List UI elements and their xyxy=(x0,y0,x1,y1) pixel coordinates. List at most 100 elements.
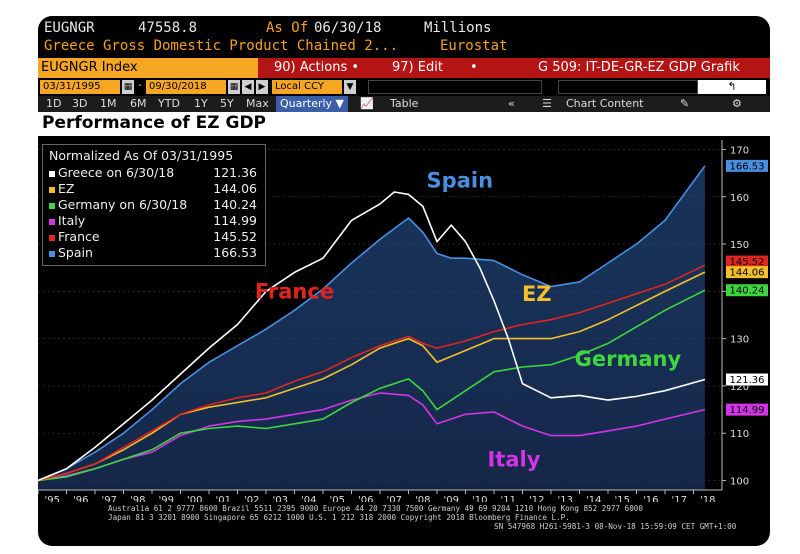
collapse-icon[interactable]: « xyxy=(508,97,515,110)
series-line-germany[interactable] xyxy=(38,289,706,482)
index-field[interactable]: EUGNGR Index xyxy=(38,58,258,78)
last-value-text-spain: 166.53 xyxy=(730,161,765,172)
period-max[interactable]: Max xyxy=(246,97,269,110)
series-line-greece[interactable] xyxy=(38,191,706,482)
legend-value: 144.06 xyxy=(213,181,257,196)
x-tick-label: '12 xyxy=(529,495,544,502)
x-tick-label: '05 xyxy=(330,495,345,502)
x-tick-label: '98 xyxy=(130,495,145,502)
x-tick-label: '03 xyxy=(273,495,288,502)
legend-item-germany[interactable]: Germany on 6/30/18 140.24 xyxy=(49,197,261,213)
last-value-text-greece: 121.36 xyxy=(730,375,765,386)
return-arrow-icon[interactable]: ↰ xyxy=(698,80,766,94)
legend-item-france[interactable]: France 145.52 xyxy=(49,229,261,245)
period-ytd[interactable]: YTD xyxy=(158,97,180,110)
x-tick-label: '18 xyxy=(700,495,715,502)
legend-swatch xyxy=(49,219,55,225)
series-line-ez[interactable] xyxy=(38,271,706,482)
footer: Australia 61 2 9777 8600 Brazil 5511 239… xyxy=(38,502,770,546)
x-tick-label: '07 xyxy=(387,495,402,502)
period-1y[interactable]: 1Y xyxy=(194,97,208,110)
actions-menu[interactable]: 90) Actions • xyxy=(274,60,360,75)
x-tick-label: '11 xyxy=(501,495,516,502)
x-tick-label: '97 xyxy=(102,495,117,502)
date-range-row: 03/31/1995 ▦ - 09/30/2018 ▦ ◀ ▶ Local CC… xyxy=(38,78,770,96)
legend-swatch xyxy=(49,251,55,257)
start-date-field[interactable]: 03/31/1995 xyxy=(40,80,120,94)
y-tick-label: 130 xyxy=(730,335,749,346)
legend-label: EZ xyxy=(58,181,75,196)
legend-swatch xyxy=(49,187,55,193)
chart-settings-icon[interactable]: ☰ xyxy=(542,97,552,110)
legend-label: Spain xyxy=(58,245,93,260)
gear-icon[interactable]: ⚙ xyxy=(732,97,742,110)
last-value-text-italy: 114.99 xyxy=(730,405,765,416)
period-6m[interactable]: 6M xyxy=(130,97,147,110)
y-tick-label: 170 xyxy=(730,145,749,156)
last-value-tag-france xyxy=(726,255,768,268)
x-tick-label: '09 xyxy=(444,495,459,502)
x-tick-label: '00 xyxy=(187,495,202,502)
legend-swatch xyxy=(49,171,55,177)
legend-item-spain[interactable]: Spain 166.53 xyxy=(49,245,261,261)
legend: Normalized As Of 03/31/1995 Greece on 6/… xyxy=(42,144,266,266)
x-tick-label: '14 xyxy=(586,495,601,502)
prev-period-icon[interactable]: ◀ xyxy=(242,80,254,94)
x-tick-label: '95 xyxy=(45,495,60,502)
last-value-tag-ez xyxy=(726,266,768,279)
edit-chart-icon[interactable]: ✎ xyxy=(680,97,690,110)
annotation-germany: Germany xyxy=(575,347,682,371)
chart-content-button[interactable]: Chart Content xyxy=(566,97,644,110)
ticker: EUGNGR xyxy=(44,20,95,36)
toolbar-spacer xyxy=(558,80,698,94)
legend-label: Greece on 6/30/18 xyxy=(58,165,175,180)
x-tick-label: '08 xyxy=(415,495,430,502)
units: Millions xyxy=(424,20,492,36)
chart-title-bar: Performance of EZ GDP xyxy=(38,112,770,136)
x-tick-label: '01 xyxy=(216,495,231,502)
line-chart-icon[interactable]: 📈 xyxy=(360,97,374,110)
legend-value: 140.24 xyxy=(213,197,257,212)
edit-menu-arrow[interactable]: • xyxy=(470,60,478,75)
x-tick-label: '02 xyxy=(244,495,259,502)
legend-label: Italy xyxy=(58,213,86,228)
legend-item-ez[interactable]: EZ 144.06 xyxy=(49,181,261,197)
x-tick-label: '10 xyxy=(472,495,487,502)
period-3d[interactable]: 3D xyxy=(72,97,88,110)
series-description: Greece Gross Domestic Product Chained 2.… xyxy=(44,38,399,54)
header-row-1: EUGNGR 47558.8 As Of 06/30/18 Millions xyxy=(38,20,770,38)
currency-field[interactable]: Local CCY xyxy=(272,80,342,94)
calendar-icon[interactable]: ▦ xyxy=(122,80,134,94)
frequency-select[interactable]: Quarterly ▼ xyxy=(276,96,349,112)
next-period-icon[interactable]: ▶ xyxy=(256,80,268,94)
period-5y[interactable]: 5Y xyxy=(220,97,234,110)
annotation-italy: Italy xyxy=(487,447,540,471)
series-line-spain[interactable] xyxy=(38,165,706,482)
footer-contacts-2: Japan 81 3 3201 8900 Singapore 65 6212 1… xyxy=(108,513,570,522)
legend-header: Normalized As Of 03/31/1995 xyxy=(49,148,234,163)
legend-label: Germany on 6/30/18 xyxy=(58,197,188,212)
x-axis: '95 '96 '97 '98 '99 '00 '01 '02 '03 '04 '05 '06 '07 '… xyxy=(38,489,722,502)
x-tick-label: '06 xyxy=(358,495,373,502)
edit-menu[interactable]: 97) Edit xyxy=(392,60,443,75)
legend-item-italy[interactable]: Italy 114.99 xyxy=(49,213,261,229)
series-line-france[interactable] xyxy=(38,264,706,482)
series-layer xyxy=(38,165,706,482)
last-value-text-germany: 140.24 xyxy=(730,286,765,297)
period-1m[interactable]: 1M xyxy=(100,97,117,110)
calendar-icon[interactable]: ▦ xyxy=(228,80,240,94)
end-date-field[interactable]: 09/30/2018 xyxy=(146,80,226,94)
table-view-button[interactable]: Table xyxy=(390,97,419,110)
currency-dropdown-icon[interactable]: ▼ xyxy=(344,80,356,94)
header-row-2: Greece Gross Domestic Product Chained 2.… xyxy=(38,38,770,56)
y-tick-label: 160 xyxy=(730,193,749,204)
series-line-italy[interactable] xyxy=(38,392,706,482)
legend-item-greece[interactable]: Greece on 6/30/18 121.36 xyxy=(49,165,261,181)
period-1d[interactable]: 1D xyxy=(46,97,62,110)
x-tick-label: '96 xyxy=(73,495,88,502)
as-of-date: 06/30/18 xyxy=(314,20,382,36)
as-of-label: As Of xyxy=(266,20,309,36)
terminal-frame: EUGNGR 47558.8 As Of 06/30/18 Millions G… xyxy=(38,16,770,546)
last-value-tag-italy xyxy=(726,403,768,416)
